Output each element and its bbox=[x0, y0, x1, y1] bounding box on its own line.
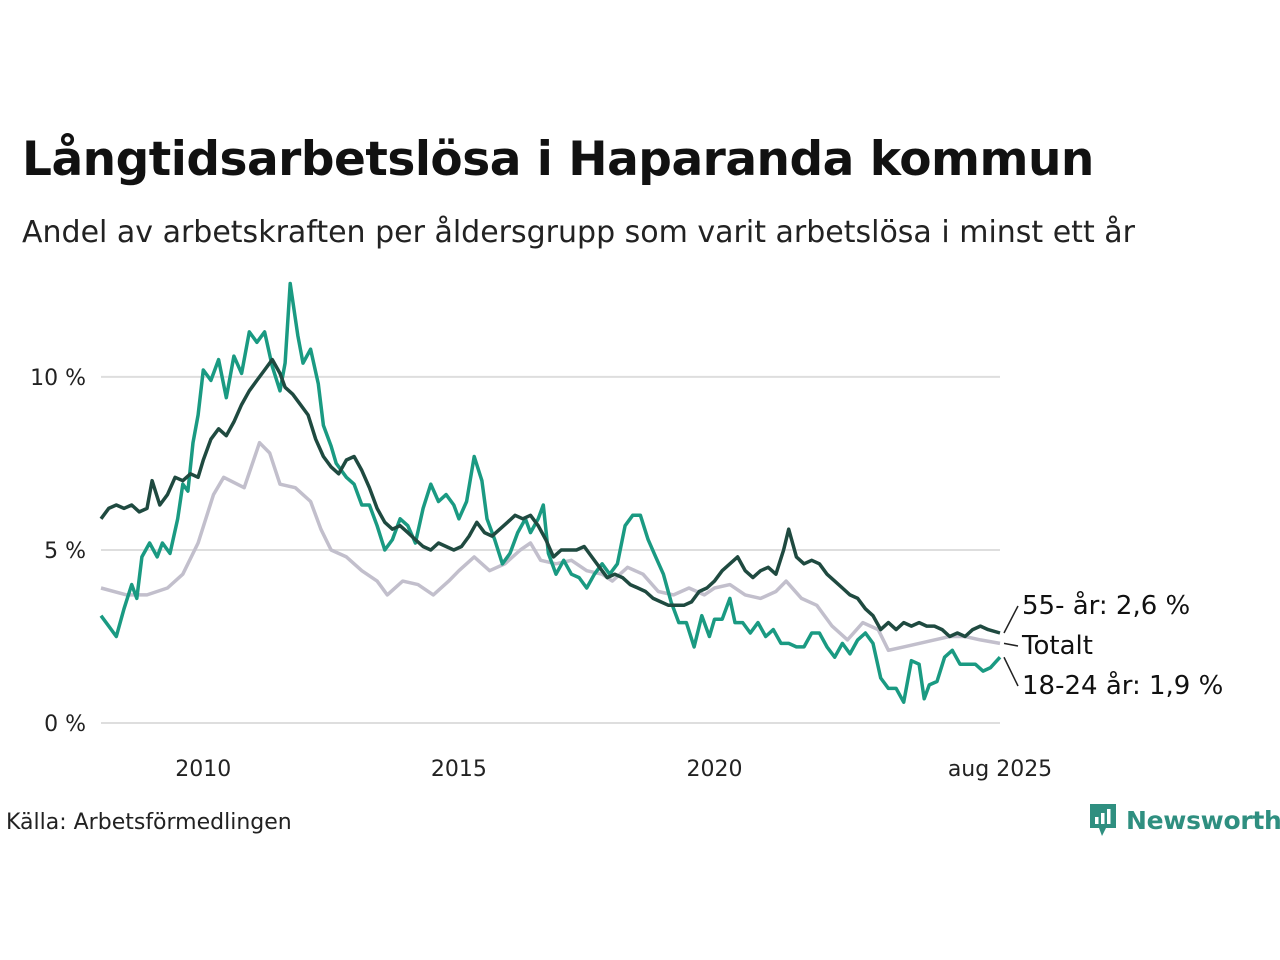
newsworthy-logo: Newsworthy bbox=[1088, 802, 1280, 838]
x-tick-label: aug 2025 bbox=[948, 757, 1052, 782]
end-label-connector bbox=[1003, 656, 1019, 687]
end-label: 55- år: 2,6 % bbox=[1022, 590, 1190, 621]
end-label-connector bbox=[1003, 605, 1019, 634]
series-lines bbox=[99, 281, 1002, 704]
series-line-totalt bbox=[100, 440, 1001, 653]
series-line-18-24-r bbox=[99, 281, 1002, 704]
x-tick-label: 2020 bbox=[687, 757, 743, 782]
line-chart: 0 % 5 % 10 % 2010 2015 2020 aug 2025 Totalt 18… bbox=[30, 281, 1223, 782]
y-axis-ticks: 0 % 5 % 10 % bbox=[30, 366, 86, 737]
y-tick-label: 0 % bbox=[44, 712, 86, 737]
x-axis-ticks: 2010 2015 2020 aug 2025 bbox=[175, 757, 1052, 782]
end-label: 18-24 år: 1,9 % bbox=[1022, 670, 1223, 701]
chart-title: Långtidsarbetslösa i Haparanda kommun bbox=[22, 132, 1094, 187]
source-note: Källa: Arbetsförmedlingen bbox=[6, 810, 292, 835]
logo-text: Newsworthy bbox=[1126, 805, 1280, 835]
bar-chart-logo-icon bbox=[1090, 804, 1116, 836]
end-label: Totalt bbox=[1021, 631, 1093, 661]
x-tick-label: 2015 bbox=[431, 757, 487, 782]
chart-subtitle: Andel av arbetskraften per åldersgrupp s… bbox=[22, 215, 1135, 250]
series-line-55-r bbox=[99, 357, 1001, 639]
y-tick-label: 5 % bbox=[44, 539, 86, 564]
end-labels: Totalt 18-24 år: 1,9 % 55- år: 2,6 % bbox=[1003, 590, 1223, 701]
end-label-connector bbox=[1003, 642, 1019, 647]
x-tick-label: 2010 bbox=[175, 757, 231, 782]
y-tick-label: 10 % bbox=[30, 366, 86, 391]
